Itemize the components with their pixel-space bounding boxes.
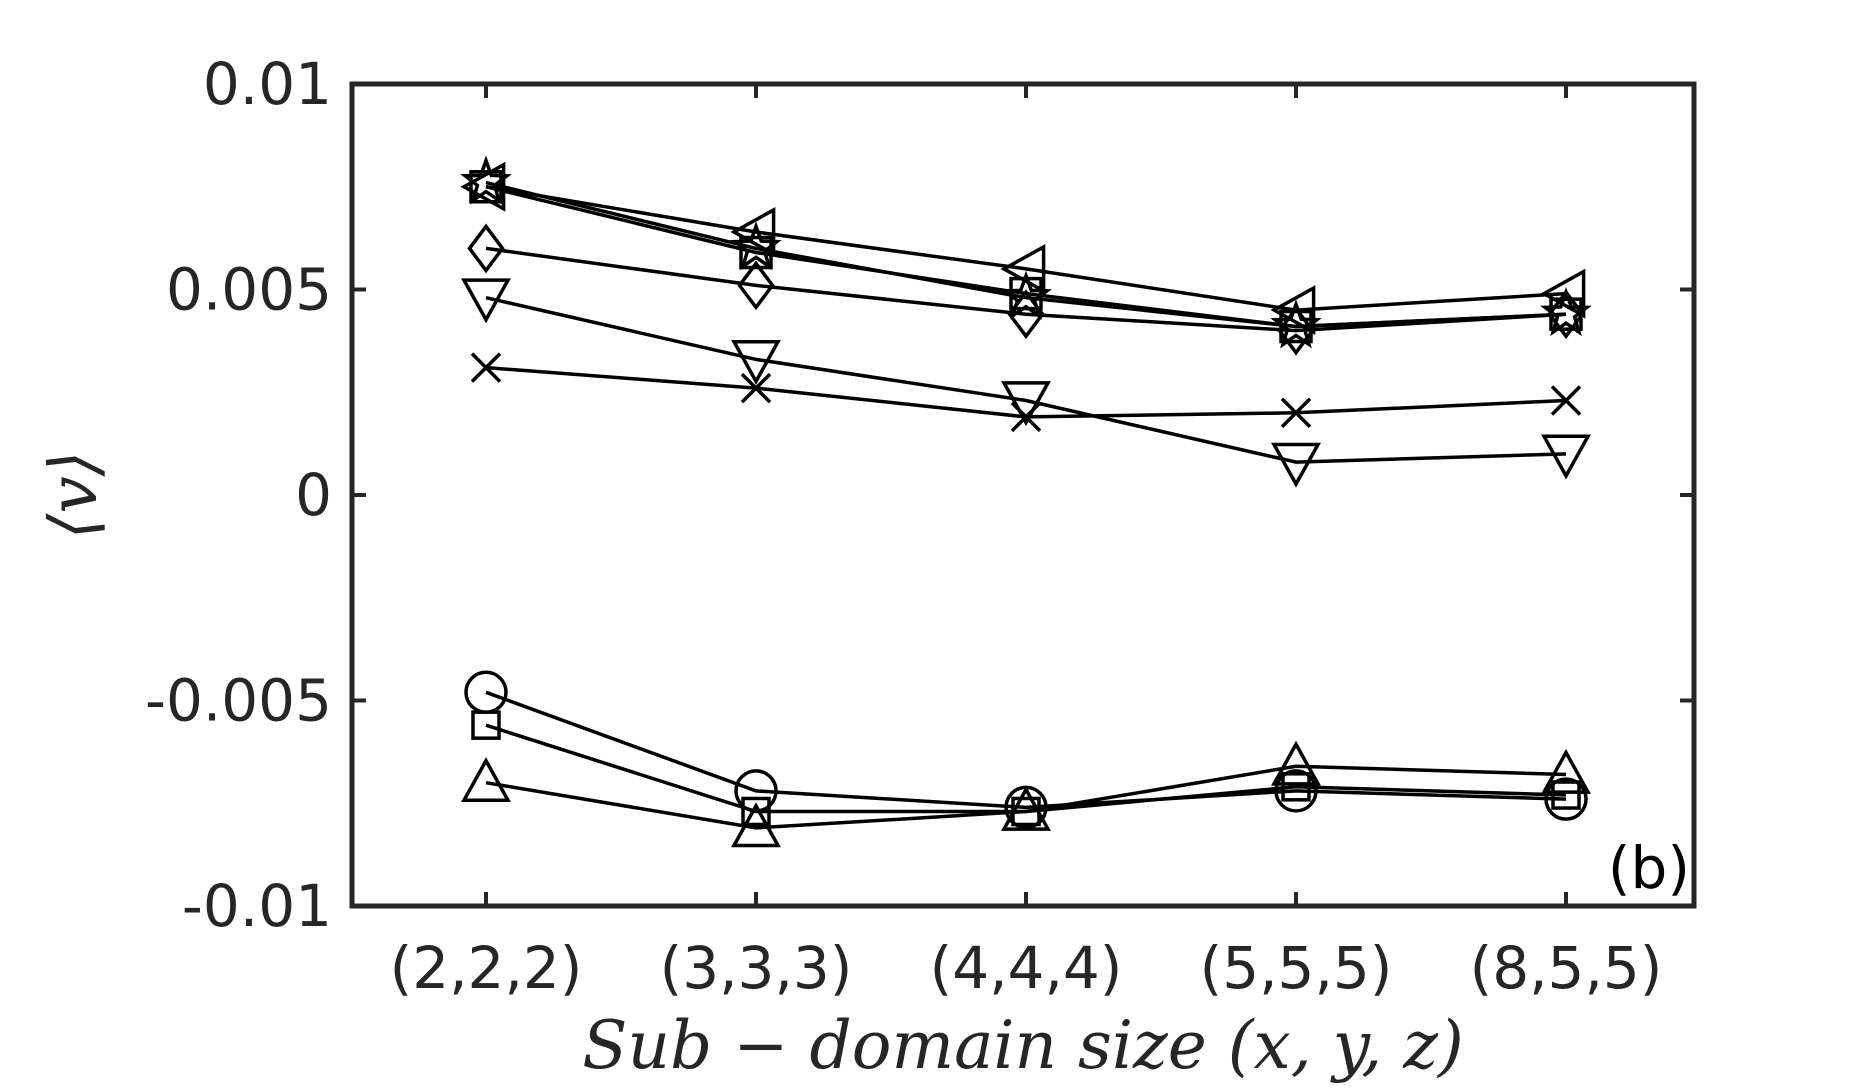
triangle-down-marker — [731, 340, 781, 385]
x-tick-label: (8,5,5) — [1470, 934, 1663, 1002]
y-tick-label: -0.005 — [145, 667, 332, 735]
data-series — [470, 352, 1582, 433]
triangle-up-marker — [461, 757, 511, 803]
tick-layer: -0.01 -0.005 0 0.005 0.01 (2,2,2) (3,3,3) (4,4,… — [145, 50, 1694, 1002]
y-tick-label: 0.005 — [166, 256, 332, 324]
triangle-up-marker — [1541, 748, 1591, 794]
x-tick-label: (2,2,2) — [390, 934, 583, 1002]
square-marker — [1009, 276, 1043, 311]
circle-marker — [1544, 777, 1588, 821]
panel-label: (b) — [1608, 834, 1690, 902]
data-series — [460, 155, 1592, 349]
diamond-marker — [1277, 305, 1315, 356]
triangle-down-marker — [1541, 434, 1591, 480]
series-line — [485, 295, 1567, 464]
data-series — [461, 278, 1591, 488]
series-line — [485, 764, 1567, 830]
square-marker — [739, 235, 773, 270]
series-layer — [460, 155, 1592, 848]
data-series — [461, 740, 1591, 848]
cross-marker — [470, 352, 502, 383]
cross-marker — [1280, 397, 1312, 429]
triangle-up-marker — [1001, 785, 1051, 831]
triangle-down-marker — [461, 278, 511, 324]
cross-marker — [1010, 401, 1042, 433]
x-axis-label: Sub − domain size (x, y, z) — [582, 1007, 1463, 1084]
x-tick-label: (5,5,5) — [1200, 934, 1393, 1002]
plot-frame — [349, 81, 1697, 909]
series-line — [485, 184, 1567, 312]
square-marker — [471, 710, 501, 740]
cross-marker — [1550, 385, 1582, 416]
triangle-left-marker — [1540, 268, 1586, 319]
diamond-marker — [467, 223, 505, 274]
y-axis-label: ⟨v⟩ — [35, 451, 112, 540]
data-series — [464, 670, 1588, 830]
cross-marker — [740, 372, 772, 404]
data-series — [467, 223, 1585, 356]
triangle-left-marker — [730, 206, 776, 257]
series-line — [485, 365, 1567, 419]
y-tick-label: -0.01 — [182, 872, 332, 940]
square-marker — [741, 796, 771, 827]
x-tick-label: (4,4,4) — [930, 934, 1123, 1002]
data-series — [460, 161, 1586, 336]
triangle-left-marker — [1270, 285, 1316, 336]
y-tick-label: 0 — [295, 461, 332, 529]
series-line — [485, 246, 1567, 333]
square-marker — [469, 170, 503, 204]
series-line — [485, 690, 1567, 810]
y-tick-label: 0.01 — [203, 50, 332, 118]
triangle-down-marker — [1001, 381, 1051, 427]
diamond-marker — [1547, 289, 1585, 340]
diamond-marker — [1007, 289, 1045, 340]
circle-marker — [464, 670, 508, 715]
x-tick-label: (3,3,3) — [660, 934, 853, 1002]
square-marker — [1551, 780, 1581, 810]
square-marker — [1281, 772, 1311, 802]
circle-marker — [1274, 769, 1318, 813]
triangle-up-marker — [731, 802, 781, 848]
diamond-marker — [737, 260, 775, 311]
triangle-up-marker — [1271, 740, 1321, 786]
triangle-down-marker — [1271, 442, 1321, 488]
